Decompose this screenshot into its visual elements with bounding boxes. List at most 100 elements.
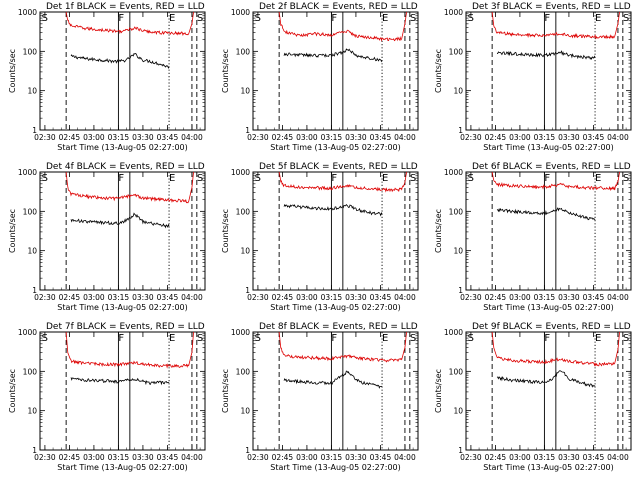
x-tick-label: 03:00: [83, 133, 105, 142]
y-axis-label: Counts/sec: [8, 369, 17, 413]
x-axis-label: Start Time (13-Aug-05 02:27:00): [270, 143, 401, 152]
event-marker-s: S: [623, 13, 629, 24]
x-tick-label: 02:30: [34, 293, 56, 302]
y-tick-label: 1: [32, 126, 37, 135]
x-axis-label: Start Time (13-Aug-05 02:27:00): [483, 463, 614, 472]
y-tick-label: 100: [236, 367, 251, 376]
x-tick-label: 03:00: [296, 453, 318, 462]
x-tick-label: 04:00: [181, 133, 203, 142]
x-tick-label: 03:00: [509, 293, 531, 302]
y-tick-label: 10: [27, 87, 37, 96]
plot-frame: [465, 331, 632, 451]
x-tick-label: 04:00: [607, 293, 629, 302]
y-axis-label: Counts/sec: [221, 209, 230, 253]
y-tick-label: 1: [245, 446, 250, 455]
x-tick-label: 03:45: [370, 133, 392, 142]
y-tick-label: 10: [27, 247, 37, 256]
y-tick-label: 100: [23, 207, 38, 216]
x-tick-label: 02:45: [485, 133, 507, 142]
event-marker-s: S: [410, 173, 416, 184]
series-events-line: [496, 50, 596, 61]
x-tick-label: 03:15: [108, 453, 130, 462]
x-tick-label: 03:00: [509, 133, 531, 142]
event-marker-f: F: [118, 173, 124, 184]
x-tick-label: 03:15: [108, 293, 130, 302]
event-marker-f: F: [118, 13, 124, 24]
event-marker-s: S: [197, 333, 203, 344]
x-tick-label: 03:15: [534, 293, 556, 302]
x-tick-label: 04:00: [181, 453, 203, 462]
event-marker-f: F: [331, 13, 337, 24]
x-tick-label: 03:15: [534, 133, 556, 142]
event-marker-f: F: [544, 13, 550, 24]
series-events-line: [70, 212, 170, 229]
x-tick-label: 03:30: [345, 293, 367, 302]
x-tick-label: 03:30: [558, 293, 580, 302]
y-tick-label: 1: [245, 286, 250, 295]
chart-title: Det 9f BLACK = Events, RED = LLD: [472, 322, 631, 332]
x-axis-label: Start Time (13-Aug-05 02:27:00): [57, 143, 188, 152]
event-marker-e: E: [595, 13, 601, 24]
plot-frame: [39, 11, 206, 131]
x-tick-label: 03:30: [132, 293, 154, 302]
y-tick-label: 1000: [444, 168, 463, 177]
y-tick-label: 1000: [444, 328, 463, 337]
y-tick-label: 1000: [231, 8, 250, 17]
x-tick-label: 03:45: [157, 453, 179, 462]
x-tick-label: 02:30: [34, 453, 56, 462]
x-tick-label: 02:30: [34, 133, 56, 142]
y-tick-label: 1000: [231, 328, 250, 337]
x-tick-label: 02:30: [460, 293, 482, 302]
chart-title: Det 7f BLACK = Events, RED = LLD: [46, 322, 205, 332]
y-tick-label: 1000: [444, 8, 463, 17]
x-tick-label: 03:45: [370, 293, 392, 302]
x-tick-label: 03:30: [345, 453, 367, 462]
series-lld-line: [278, 171, 407, 193]
y-axis-label: Counts/sec: [434, 369, 443, 413]
event-marker-s: S: [197, 173, 203, 184]
x-tick-label: 03:00: [83, 293, 105, 302]
x-tick-label: 03:00: [296, 293, 318, 302]
y-axis-label: Counts/sec: [8, 49, 17, 93]
event-marker-e: E: [595, 333, 601, 344]
x-tick-label: 02:45: [59, 293, 81, 302]
series-events-line: [283, 48, 383, 63]
x-tick-label: 03:15: [321, 453, 343, 462]
y-axis-label: Counts/sec: [434, 209, 443, 253]
x-tick-label: 02:30: [247, 453, 269, 462]
event-marker-s: S: [42, 173, 48, 184]
x-tick-label: 02:30: [247, 293, 269, 302]
y-tick-label: 10: [27, 407, 37, 416]
x-tick-label: 04:00: [607, 453, 629, 462]
event-marker-e: E: [382, 333, 388, 344]
series-lld-line: [65, 331, 194, 369]
y-tick-label: 1000: [18, 8, 37, 17]
x-tick-label: 04:00: [181, 293, 203, 302]
series-lld-line: [491, 331, 620, 367]
y-tick-label: 10: [453, 87, 463, 96]
event-marker-s: S: [623, 333, 629, 344]
chart-title: Det 1f BLACK = Events, RED = LLD: [46, 2, 205, 12]
x-tick-label: 03:00: [296, 133, 318, 142]
y-tick-label: 10: [453, 247, 463, 256]
y-tick-label: 1: [32, 446, 37, 455]
x-tick-label: 03:45: [583, 293, 605, 302]
y-tick-label: 100: [449, 47, 464, 56]
x-tick-label: 04:00: [394, 293, 416, 302]
chart-title: Det 6f BLACK = Events, RED = LLD: [472, 162, 631, 172]
chart-title: Det 8f BLACK = Events, RED = LLD: [259, 322, 418, 332]
y-tick-label: 1: [458, 286, 463, 295]
event-marker-f: F: [331, 173, 337, 184]
x-tick-label: 03:15: [534, 453, 556, 462]
x-tick-label: 03:00: [83, 453, 105, 462]
series-events-line: [283, 370, 383, 389]
series-lld-line: [65, 11, 194, 37]
y-tick-label: 1: [458, 126, 463, 135]
event-marker-s: S: [255, 333, 261, 344]
x-tick-label: 03:30: [558, 453, 580, 462]
y-tick-label: 10: [453, 407, 463, 416]
event-marker-e: E: [169, 13, 175, 24]
event-marker-f: F: [331, 333, 337, 344]
x-tick-label: 03:45: [583, 453, 605, 462]
y-axis-label: Counts/sec: [434, 49, 443, 93]
